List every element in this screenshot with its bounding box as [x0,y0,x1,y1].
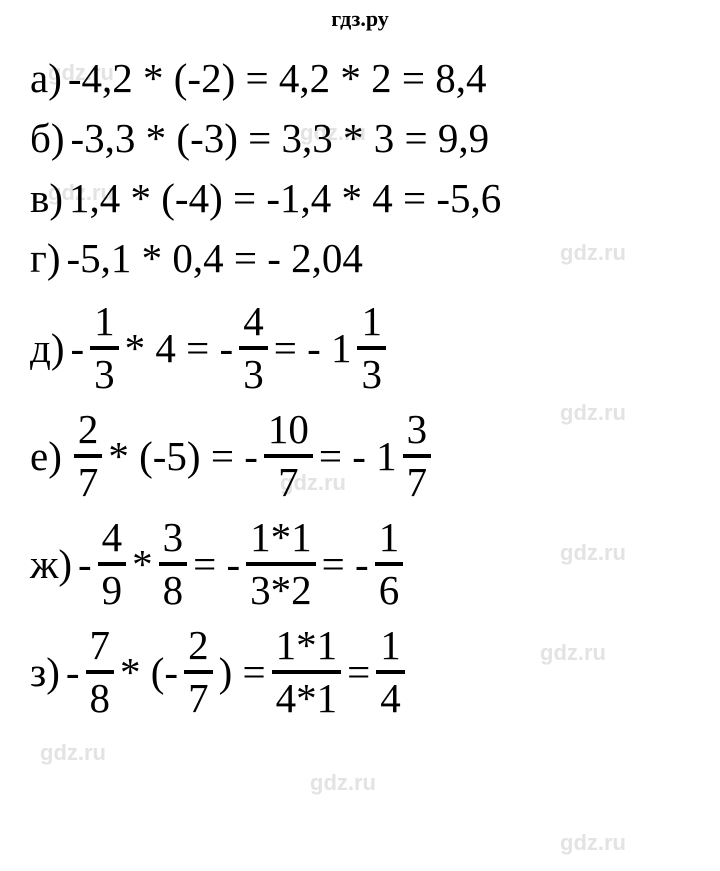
z-frac2: 2 7 [184,625,213,719]
z-f2-num: 2 [184,625,213,666]
frac-bar [239,346,268,350]
zh-f1-num: 4 [98,517,127,558]
z-f1-num: 7 [86,625,115,666]
z-lead: - [66,652,80,693]
frac-bar [74,454,103,458]
z-f2-den: 7 [184,678,213,719]
d-frac2: 4 3 [239,301,268,395]
e-f2-den: 7 [274,462,303,503]
e-f1-num: 2 [74,409,103,450]
e-frac1: 2 7 [74,409,103,503]
zh-f1-den: 9 [98,570,127,611]
frac-bar [246,562,316,566]
expr-v: 1,4 * (-4) = -1,4 * 4 = -5,6 [69,178,501,219]
zh-f4-den: 6 [375,570,404,611]
label-zh: ж) [30,540,72,588]
e-frac2: 10 7 [264,409,313,503]
z-frac1: 7 8 [86,625,115,719]
frac-bar [98,562,127,566]
z-f3-num: 1*1 [272,625,342,666]
line-d: д) - 1 3 * 4 = - 4 3 = - 1 1 3 [30,294,700,402]
watermark-text: gdz.ru [560,830,626,856]
z-frac3: 1*1 4*1 [272,625,342,719]
zh-lead: - [78,544,92,585]
line-e: е) 2 7 * (-5) = - 10 7 = - 1 3 7 [30,402,700,510]
frac-bar [184,670,213,674]
label-a: а) [30,54,62,102]
line-v: в) 1,4 * (-4) = -1,4 * 4 = -5,6 [30,168,700,228]
d-mid1: * 4 = - [125,328,234,369]
e-mid2: = - 1 [319,436,397,477]
watermark-text: gdz.ru [40,740,106,766]
frac-bar [376,670,405,674]
label-d: д) [30,324,65,372]
math-content: а) -4,2 * (-2) = 4,2 * 2 = 8,4 б) -3,3 *… [30,48,700,726]
z-mid3: = [347,652,370,693]
expr-b: -3,3 * (-3) = 3,3 * 3 = 9,9 [71,118,490,159]
line-zh: ж) - 4 9 * 3 8 = - 1*1 3*2 = - 1 6 [30,510,700,618]
watermark-text: gdz.ru [310,770,376,796]
zh-frac4: 1 6 [375,517,404,611]
header-text: гдз.ру [331,6,389,31]
frac-bar [86,670,115,674]
d-f2-den: 3 [239,354,268,395]
d-f3-num: 1 [357,301,386,342]
z-mid2: ) = [219,652,266,693]
z-frac4: 1 4 [376,625,405,719]
z-f3-den: 4*1 [272,678,342,719]
d-mid2: = - 1 [274,328,352,369]
expr-g: -5,1 * 0,4 = - 2,04 [66,238,362,279]
zh-frac2: 3 8 [159,517,188,611]
e-frac3: 3 7 [403,409,432,503]
zh-mid2: = - [193,544,240,585]
line-g: г) -5,1 * 0,4 = - 2,04 [30,228,700,288]
z-f1-den: 8 [86,678,115,719]
e-f3-num: 3 [403,409,432,450]
zh-f2-num: 3 [159,517,188,558]
zh-frac3: 1*1 3*2 [246,517,316,611]
e-mid1: * (-5) = - [108,436,258,477]
line-b: б) -3,3 * (-3) = 3,3 * 3 = 9,9 [30,108,700,168]
label-z: з) [30,648,60,696]
label-g: г) [30,234,60,282]
d-lead: - [71,328,85,369]
label-b: б) [30,114,65,162]
z-f4-num: 1 [376,625,405,666]
frac-bar [272,670,342,674]
line-z: з) - 7 8 * (- 2 7 ) = 1*1 4*1 = 1 4 [30,618,700,726]
d-frac1: 1 3 [90,301,119,395]
expr-a: -4,2 * (-2) = 4,2 * 2 = 8,4 [68,58,487,99]
e-f3-den: 7 [403,462,432,503]
zh-f4-num: 1 [375,517,404,558]
zh-frac1: 4 9 [98,517,127,611]
d-f1-den: 3 [90,354,119,395]
zh-f3-den: 3*2 [246,570,316,611]
label-v: в) [30,174,63,222]
d-f2-num: 4 [239,301,268,342]
zh-f3-num: 1*1 [246,517,316,558]
zh-mid3: = - [322,544,369,585]
d-f1-num: 1 [90,301,119,342]
d-f3-den: 3 [357,354,386,395]
e-f2-num: 10 [264,409,313,450]
d-frac3: 1 3 [357,301,386,395]
line-a: а) -4,2 * (-2) = 4,2 * 2 = 8,4 [30,48,700,108]
zh-mid1: * [132,544,153,585]
z-mid1: * (- [120,652,178,693]
frac-bar [375,562,404,566]
frac-bar [357,346,386,350]
frac-bar [403,454,432,458]
frac-bar [90,346,119,350]
label-e: е) [30,432,62,480]
zh-f2-den: 8 [159,570,188,611]
e-f1-den: 7 [74,462,103,503]
frac-bar [264,454,313,458]
page-header: гдз.ру [0,6,720,32]
z-f4-den: 4 [376,678,405,719]
frac-bar [159,562,188,566]
